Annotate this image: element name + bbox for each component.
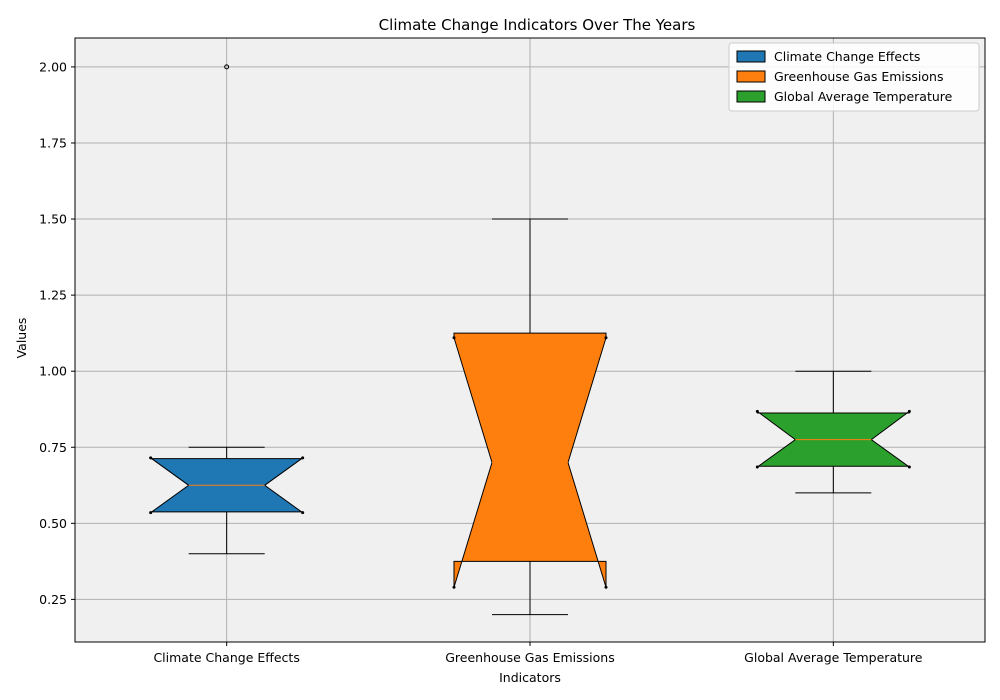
legend: Climate Change Effects Greenhouse Gas Emi… (728, 42, 980, 112)
y-axis: 0.25 0.50 0.75 1.00 1.25 1.50 1.75 2.00 (39, 59, 75, 607)
y-axis-label: Values (14, 318, 29, 359)
box-group (452, 218, 608, 616)
notch-marker (301, 511, 305, 515)
x-tick-label: Climate Change Effects (153, 650, 299, 665)
x-tick-label: Global Average Temperature (744, 650, 923, 665)
notch-marker (604, 336, 608, 340)
notch-marker (452, 336, 456, 340)
outlier-point (224, 64, 230, 70)
y-tick-label: 1.75 (39, 135, 67, 150)
notch-marker (907, 465, 911, 469)
legend-frame (728, 42, 980, 112)
legend-label: Climate Change Effects (774, 49, 920, 64)
y-tick-label: 2.00 (39, 59, 67, 74)
y-tick-label: 0.50 (39, 516, 67, 531)
box-group (755, 370, 911, 494)
y-tick-label: 1.00 (39, 364, 67, 379)
y-tick-label: 0.75 (39, 440, 67, 455)
x-tick-label: Greenhouse Gas Emissions (445, 650, 614, 665)
notch-marker (907, 409, 911, 413)
x-axis: Climate Change Effects Greenhouse Gas Emi… (153, 642, 923, 665)
box-series (149, 64, 911, 616)
legend-swatch (736, 70, 766, 83)
legend-label: Greenhouse Gas Emissions (774, 69, 943, 84)
legend-swatch (736, 90, 766, 103)
y-tick-label: 1.50 (39, 212, 67, 227)
box-group (149, 64, 305, 555)
box-body (453, 332, 607, 588)
notch-marker (452, 585, 456, 589)
y-tick-label: 1.25 (39, 288, 67, 303)
legend-swatch (736, 50, 766, 63)
x-axis-label: Indicators (499, 670, 561, 685)
notch-marker (149, 511, 153, 515)
notch-marker (301, 456, 305, 460)
notch-marker (604, 585, 608, 589)
y-tick-label: 0.25 (39, 592, 67, 607)
notch-marker (755, 465, 759, 469)
legend-label: Global Average Temperature (774, 89, 953, 104)
notch-marker (755, 409, 759, 413)
notch-marker (149, 456, 153, 460)
chart-title: Climate Change Indicators Over The Years (379, 16, 696, 34)
